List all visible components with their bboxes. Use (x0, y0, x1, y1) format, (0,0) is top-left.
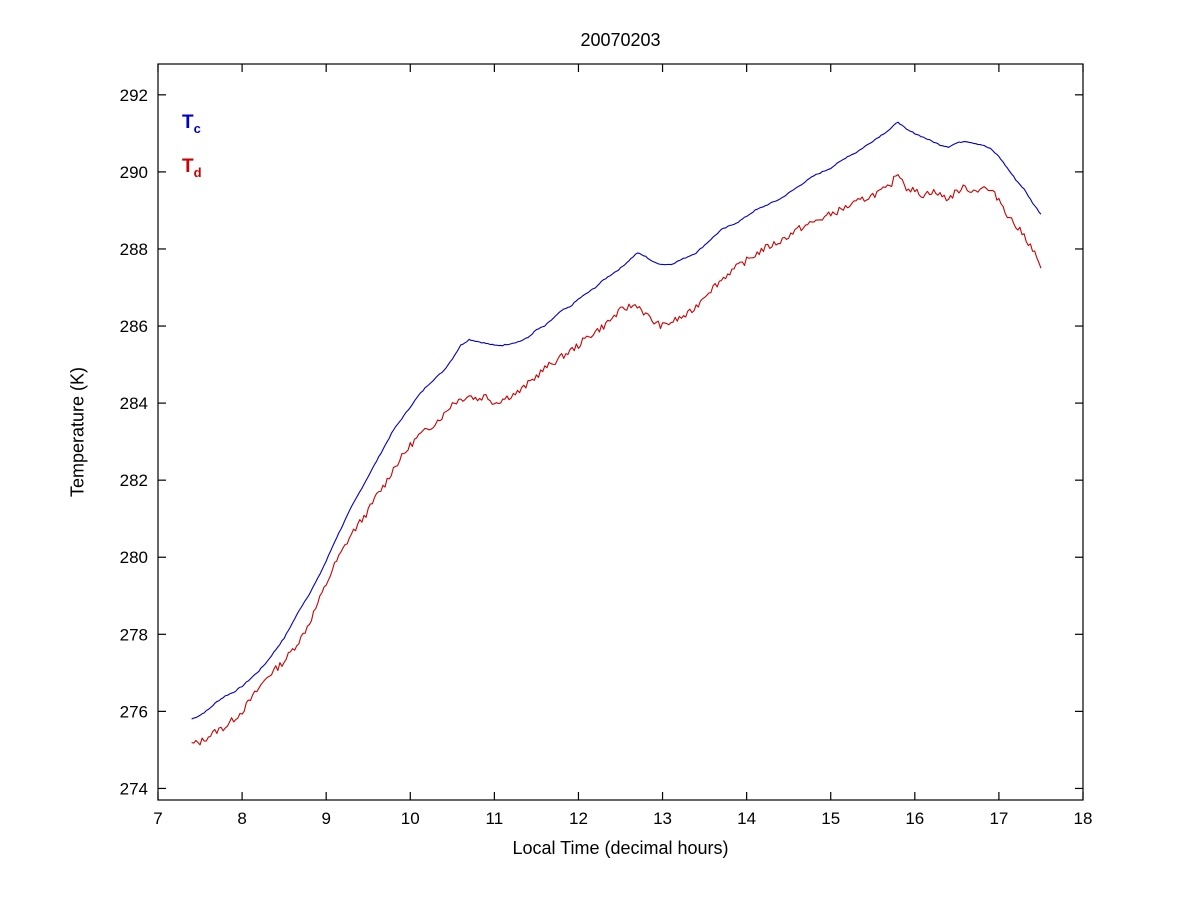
y-tick-label: 282 (120, 471, 148, 490)
x-tick-label: 15 (821, 809, 840, 828)
x-tick-label: 18 (1074, 809, 1093, 828)
x-axis-label: Local Time (decimal hours) (512, 838, 729, 858)
x-tick-label: 11 (486, 809, 504, 828)
legend-tc-sub: c (193, 120, 201, 136)
y-tick-label: 274 (120, 779, 148, 798)
series-Tc (191, 121, 1042, 720)
y-tick-label: 276 (120, 702, 148, 721)
y-tick-label: 288 (120, 240, 148, 259)
chart-title: 20070203 (580, 30, 661, 50)
x-tick-label: 10 (401, 809, 420, 828)
series-Td (191, 174, 1042, 746)
legend-td-main: T (182, 156, 194, 177)
y-tick-label: 286 (120, 317, 148, 336)
legend-item-td: Td (182, 156, 202, 180)
x-tick-label: 8 (237, 809, 246, 828)
legend-tc-main: T (182, 112, 194, 133)
legend-td-sub: d (193, 164, 202, 180)
y-tick-label: 280 (120, 548, 148, 567)
y-tick-label: 290 (120, 163, 148, 182)
x-tick-label: 17 (989, 809, 1008, 828)
axes-box (157, 63, 1084, 801)
x-tick-label: 14 (737, 809, 756, 828)
x-tick-label: 13 (653, 809, 672, 828)
legend-item-tc: Tc (182, 112, 201, 136)
y-tick-label: 284 (120, 394, 148, 413)
y-axis-label: Temperature (K) (67, 366, 88, 498)
x-tick-label: 7 (153, 809, 162, 828)
x-tick-label: 12 (569, 809, 588, 828)
y-tick-label: 278 (120, 625, 148, 644)
x-tick-label: 16 (905, 809, 924, 828)
x-tick-label: 9 (321, 809, 330, 828)
y-tick-label: 292 (120, 86, 148, 105)
